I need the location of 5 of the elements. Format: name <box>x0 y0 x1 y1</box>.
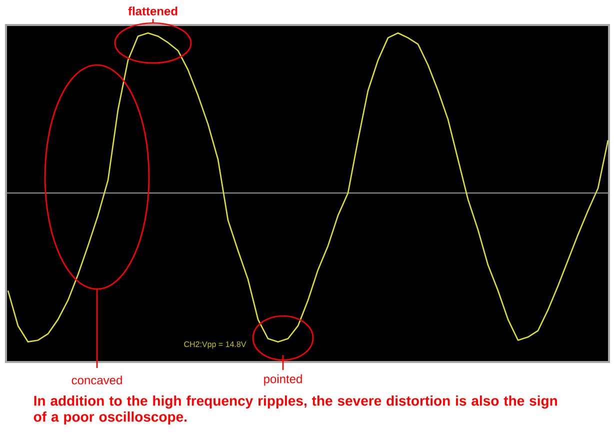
text: concaved <box>72 376 122 384</box>
text: flattened <box>128 6 178 16</box>
text: pointed <box>264 374 302 386</box>
text: In addition to the high frequency ripples, the severe distortion is also the sign of a poor oscilloscope. <box>34 395 557 425</box>
annotation: CH2:Vpp = 14.8V <box>184 341 246 349</box>
